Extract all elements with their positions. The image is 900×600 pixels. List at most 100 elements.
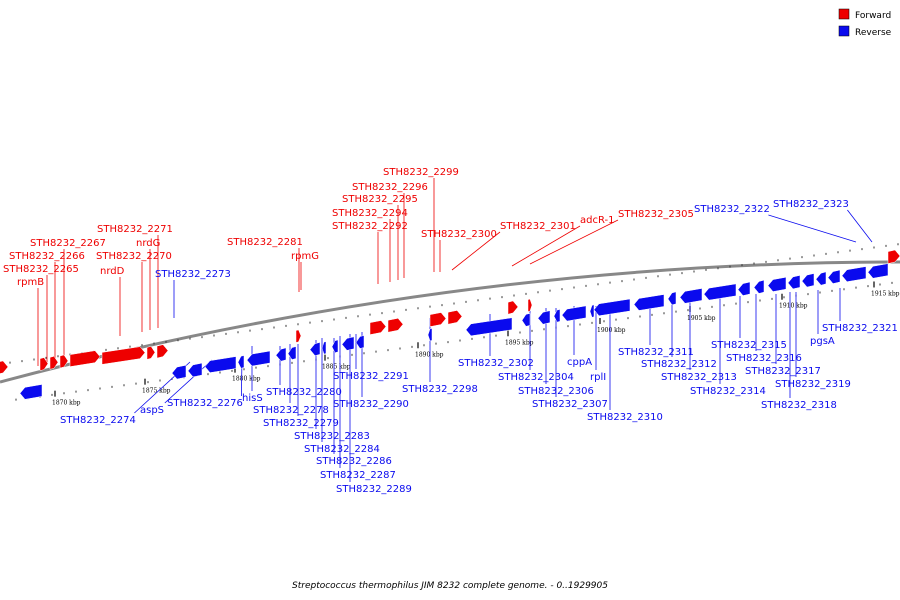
scale-tick-label: 1885 kbp <box>322 364 351 371</box>
reverse-gene-arrow <box>19 384 43 400</box>
reverse-gene-label: STH8232_2307 <box>532 399 608 410</box>
forward-gene-arrow <box>369 320 387 335</box>
legend-reverse-label: Reverse <box>855 28 892 38</box>
reverse-gene-label: STH8232_2313 <box>661 372 737 383</box>
gene-labels: rpmB STH8232_2265 STH8232_2266 STH8232_2267… <box>3 167 898 495</box>
reverse-gene-arrow <box>331 339 339 354</box>
forward-gene-arrow <box>59 354 69 369</box>
scale-tick-label: 1870 kbp <box>52 400 81 407</box>
reverse-gene-label: STH8232_2302 <box>458 358 534 369</box>
reverse-gene-arrow <box>679 288 703 304</box>
scale-ticks: 1870 kbp 1875 kbp 1880 kbp 1885 kbp 1890 kbp… <box>52 281 900 407</box>
reverse-gene-label: STH8232_2318 <box>761 400 837 411</box>
reverse-gene-label: STH8232_2321 <box>822 323 898 334</box>
gene-arrows <box>0 249 900 400</box>
reverse-gene-label: STH8232_2306 <box>518 386 594 397</box>
reverse-gene-label: STH8232_2315 <box>711 340 787 351</box>
forward-gene-arrow <box>0 360 9 374</box>
forward-gene-arrow <box>447 310 463 325</box>
reverse-gene-arrow <box>287 346 297 360</box>
forward-gene-arrow <box>887 249 900 264</box>
reverse-gene-arrow <box>171 364 187 380</box>
reverse-leader-line <box>768 214 857 243</box>
forward-gene-label: STH8232_2295 <box>342 194 418 205</box>
reverse-gene-arrow <box>561 305 587 322</box>
forward-gene-label: STH8232_2292 <box>332 221 408 232</box>
reverse-gene-label: STH8232_2316 <box>726 353 802 364</box>
forward-gene-arrow <box>387 317 404 333</box>
reverse-gene-label: STH8232_2317 <box>745 366 821 377</box>
reverse-gene-label: pgsA <box>810 336 835 347</box>
reverse-gene-label: STH8232_2319 <box>775 379 851 390</box>
reverse-gene-arrow <box>553 309 561 323</box>
reverse-gene-arrow <box>237 355 245 369</box>
forward-gene-label: STH8232_2265 <box>3 264 79 275</box>
forward-gene-label: STH8232_2266 <box>9 251 85 262</box>
reverse-gene-label: STH8232_2286 <box>316 456 392 467</box>
reverse-gene-arrow <box>427 328 433 342</box>
forward-gene-label: STH8232_2270 <box>96 251 172 262</box>
scale-tick-label: 1915 kbp <box>871 290 900 297</box>
reverse-gene-label: STH8232_2291 <box>333 371 409 382</box>
forward-leader-line <box>451 231 501 271</box>
reverse-gene-label: STH8232_2278 <box>253 405 329 416</box>
forward-gene-arrow <box>49 355 59 370</box>
forward-gene-arrow <box>156 344 169 359</box>
forward-leader-line <box>511 225 581 267</box>
forward-gene-label: STH8232_2296 <box>352 182 428 193</box>
reverse-gene-label: STH8232_2311 <box>618 347 694 358</box>
reverse-gene-label: STH8232_2322 <box>694 204 770 215</box>
scale-tick-label: 1900 kbp <box>597 327 626 334</box>
reverse-gene-arrow <box>827 269 841 284</box>
reverse-gene-arrow <box>309 342 321 356</box>
reverse-gene-arrow <box>815 271 827 286</box>
reverse-gene-arrow <box>187 362 203 378</box>
reverse-gene-label: rplI <box>590 372 606 383</box>
reverse-gene-label: STH8232_2274 <box>60 415 136 426</box>
forward-gene-label: STH8232_2301 <box>500 221 576 232</box>
forward-leader-line <box>529 219 619 265</box>
scale-tick-label: 1890 kbp <box>415 351 444 358</box>
forward-gene-arrow <box>429 312 447 327</box>
scale-tick-label: 1875 kbp <box>142 388 171 395</box>
reverse-gene-arrow <box>321 341 327 355</box>
forward-gene-label: STH8232_2294 <box>332 208 408 219</box>
forward-gene-label: nrdG <box>136 238 160 249</box>
reverse-gene-arrow <box>787 275 801 290</box>
label-leader-lines <box>37 178 873 482</box>
forward-gene-label: STH8232_2300 <box>421 229 497 240</box>
forward-gene-label: adcR-1 <box>580 215 615 226</box>
forward-gene-arrow <box>146 346 156 360</box>
reverse-gene-arrow <box>753 279 765 294</box>
reverse-gene-label: STH8232_2289 <box>336 484 412 495</box>
reverse-gene-arrow <box>703 283 737 301</box>
reverse-gene-label: STH8232_2279 <box>263 418 339 429</box>
reverse-gene-label: STH8232_2298 <box>402 384 478 395</box>
reverse-gene-label: STH8232_2276 <box>167 398 243 409</box>
reverse-gene-label: STH8232_2304 <box>498 372 574 383</box>
forward-gene-arrow <box>295 329 302 343</box>
reverse-gene-arrow <box>633 294 665 311</box>
tick-marks <box>9 243 899 401</box>
forward-gene-label: rpmG <box>291 251 319 262</box>
scale-tick-label: 1910 kbp <box>779 303 808 310</box>
forward-gene-arrow <box>527 298 533 312</box>
forward-gene-arrow <box>69 350 101 367</box>
reverse-gene-arrow <box>801 273 815 288</box>
forward-gene-label: STH8232_2267 <box>30 238 106 249</box>
reverse-gene-arrow <box>737 281 751 296</box>
forward-gene-label: nrdD <box>100 266 125 277</box>
reverse-leader-line <box>164 359 213 404</box>
legend-forward-swatch <box>838 8 850 20</box>
reverse-gene-label: STH8232_2323 <box>773 199 849 210</box>
reverse-gene-arrow <box>593 298 631 317</box>
reverse-gene-arrow <box>537 310 551 325</box>
reverse-gene-label: STH8232_2284 <box>304 444 380 455</box>
reverse-gene-arrow <box>767 276 787 292</box>
reverse-gene-arrow <box>521 313 531 327</box>
figure-caption: Streptococcus thermophilus JIM 8232 comp… <box>292 581 608 591</box>
reverse-gene-arrow <box>867 263 889 279</box>
forward-gene-arrow <box>101 346 146 365</box>
scale-tick-label: 1895 kbp <box>505 339 534 346</box>
reverse-gene-label: STH8232_2280 <box>266 387 342 398</box>
